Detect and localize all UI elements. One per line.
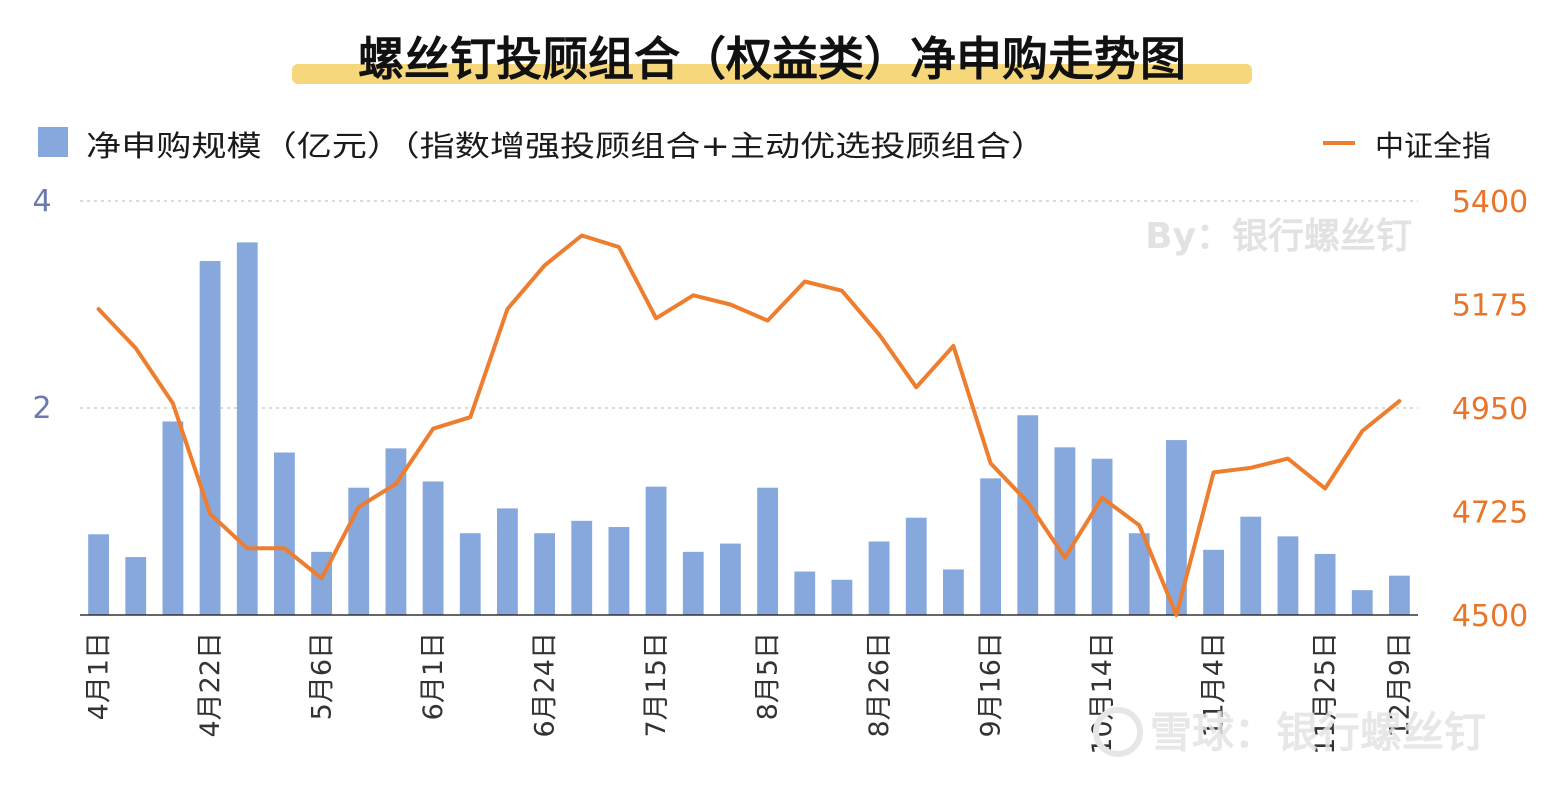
- legend-bar-label: 净申购规模（亿元）（指数增强投顾组合+主动优选投顾组合）: [86, 129, 1046, 163]
- bar: [1203, 549, 1224, 615]
- plot-area: 2 4 4500 4725 4950 5175 5400 4月1日 4月22日 5月6日 6月1日 6…: [32, 184, 1528, 755]
- bar: [1240, 516, 1262, 615]
- bar: [943, 569, 964, 615]
- source-mark: 雪球：银行螺丝钉: [1093, 707, 1486, 757]
- bar: [720, 543, 741, 615]
- bar: [125, 557, 147, 615]
- bar: [88, 534, 109, 615]
- y-right-tick-label: 4500: [1452, 599, 1528, 634]
- source-mark-text: 雪球：银行螺丝钉: [1150, 708, 1486, 757]
- x-tick-label: 10月14日: [1087, 632, 1118, 755]
- bar: [274, 452, 295, 615]
- y-right-tick-label: 4725: [1452, 496, 1528, 531]
- bar: [1351, 590, 1373, 615]
- bar: [645, 486, 667, 615]
- bar: [905, 517, 927, 615]
- bar: [794, 571, 816, 615]
- bar: [199, 261, 221, 615]
- bar: [1017, 415, 1039, 615]
- chart-title: 螺丝钉投顾组合（权益类）净申购走势图: [358, 32, 1186, 86]
- x-tick-label: 6月24日: [530, 632, 561, 738]
- bar: [831, 579, 853, 615]
- snowball-logo-icon: [1093, 707, 1143, 757]
- bar: [1166, 440, 1187, 615]
- bar: [236, 242, 258, 615]
- bar: [608, 527, 630, 615]
- bar: [385, 448, 407, 615]
- x-tick-label: 4月1日: [84, 632, 115, 720]
- bar: [1054, 447, 1076, 615]
- x-tick-label: 8月5日: [753, 632, 784, 720]
- bar: [571, 520, 593, 615]
- bar: [1091, 458, 1113, 615]
- y-left-tick-label: 4: [32, 184, 51, 219]
- bar: [682, 551, 704, 615]
- bar: [497, 508, 518, 615]
- x-tick-label: 8月26日: [864, 632, 895, 738]
- x-tick-label: 11月25日: [1310, 632, 1341, 755]
- bar: [162, 421, 184, 615]
- bar: [534, 533, 555, 615]
- y-right-tick-label: 4950: [1452, 392, 1528, 427]
- bar: [1389, 575, 1410, 615]
- x-tick-label: 4月22日: [195, 632, 226, 738]
- legend-bar-swatch: [38, 127, 68, 157]
- title-highlight: [292, 64, 1252, 84]
- bar: [1128, 533, 1150, 615]
- y-right-tick-label: 5400: [1452, 185, 1528, 220]
- x-tick-label: 7月15日: [641, 632, 672, 738]
- line-series-zhongzheng: [96, 233, 1402, 617]
- bar: [757, 487, 778, 615]
- bar: [422, 481, 444, 615]
- bar: [459, 533, 481, 615]
- y-right-tick-label: 5175: [1452, 289, 1528, 324]
- x-tick-label: 9月16日: [976, 632, 1007, 738]
- x-tick-label: 6月1日: [418, 632, 449, 720]
- x-tick-label: 11月4日: [1199, 632, 1230, 738]
- x-tick-label: 12月9日: [1384, 632, 1415, 738]
- bar: [868, 541, 890, 615]
- bar: [1277, 536, 1299, 615]
- watermark: By：银行螺丝钉: [1145, 216, 1412, 257]
- x-tick-label: 5月6日: [307, 632, 338, 720]
- bar: [1314, 553, 1336, 615]
- y-left-tick-label: 2: [32, 391, 51, 426]
- bar: [980, 478, 1001, 615]
- legend-line-label: 中证全指: [1375, 129, 1491, 163]
